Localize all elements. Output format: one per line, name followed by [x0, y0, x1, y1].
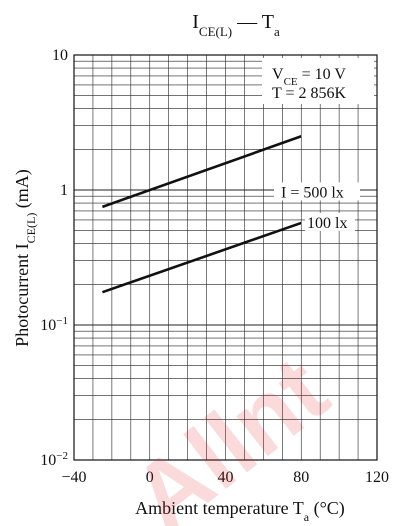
series-line-1 [101, 221, 302, 294]
x-tick-label: 80 [293, 469, 309, 486]
y-tick-label: 1 [60, 182, 68, 199]
x-tick-label: 0 [146, 469, 154, 486]
x-tick-label: 120 [365, 469, 389, 486]
x-tick-label: −40 [61, 469, 86, 486]
series-group [101, 135, 302, 294]
x-axis-label: Ambient temperature Ta (°C) [135, 498, 345, 524]
x-tick-label: 40 [218, 469, 234, 486]
chart-title: ICE(L) — Ta [192, 11, 280, 39]
series-label-bg [305, 212, 355, 231]
series-line-0 [101, 135, 302, 209]
y-axis-label: Photocurrent ICE(L) (mA) [12, 169, 38, 347]
series-label-100lx: 100 lx [307, 215, 347, 232]
conditions-bg [262, 58, 374, 104]
series-label-bg [274, 182, 360, 201]
condition-temperature: T = 2 856K [272, 85, 347, 102]
y-tick-label: 10−2 [40, 450, 68, 469]
y-tick-label: 10 [52, 47, 68, 64]
plot-frame [73, 54, 378, 461]
y-tick-label: 10−1 [40, 315, 68, 334]
condition-vce: VCE = 10 V [272, 66, 346, 88]
series-label-500lx: I = 500 lx [281, 184, 344, 201]
chart-labels: I = 500 lx 100 lx VCE = 10 VT = 2 856K −40 0… [12, 11, 389, 524]
